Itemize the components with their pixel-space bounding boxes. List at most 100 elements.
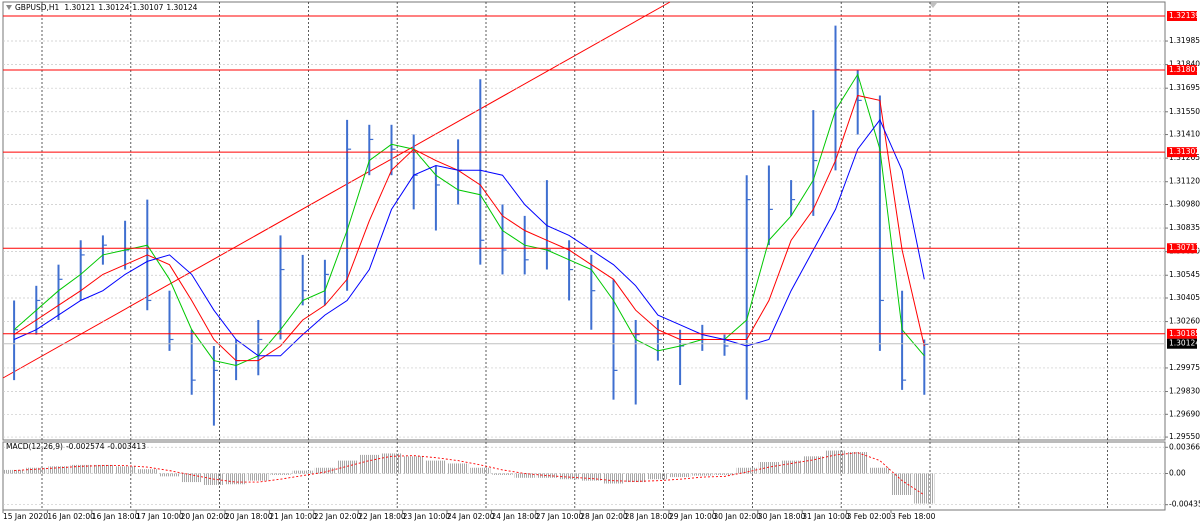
shift-marker [929,3,937,8]
x-tick-label: 21 Jan 10:00 [269,512,317,521]
x-tick-label: 27 Jan 10:00 [536,512,584,521]
y-tick-label: 0.003662 [1169,442,1200,451]
y-tick-label: 0.00 [1169,468,1186,477]
level-label: 1.31302 [1169,147,1200,156]
macd-histogram-bar [292,470,313,474]
y-tick-label: 1.31265 [1169,153,1200,162]
macd-panel-frame [2,441,1166,511]
level-label: 1.31807 [1169,65,1200,74]
macd-histogram-bar [847,452,868,474]
macd-histogram-bar [314,467,335,474]
macd-histogram-bar [70,464,91,474]
y-tick-label: 1.29550 [1169,432,1200,441]
macd-histogram-bar [536,473,557,478]
level-label-box [1167,10,1197,21]
macd-histogram-bar [270,473,291,475]
macd-histogram-bar [448,463,469,474]
macd-histogram-bar [403,456,424,474]
chart-header: GBPUSD,H1 1.30121 1.30124 1.30107 1.30124 [15,3,198,12]
moving-average [13,94,925,362]
macd-histogram-bar [559,473,580,480]
y-tick-label: 1.31120 [1169,177,1200,186]
y-tick-label: 1.29975 [1169,363,1200,372]
macd-histogram-bar [4,469,25,474]
x-tick-label: 3 Feb 02:00 [847,512,892,521]
macd-histogram-bar [359,454,380,474]
macd-histogram-bar [603,473,624,484]
macd-histogram-bar [736,467,757,474]
quote-low: 1.30107 [132,3,163,12]
y-tick-label: 1.31695 [1169,83,1200,92]
macd-histogram-bar [692,473,713,476]
macd-signal-line [14,452,925,496]
x-tick-label: 31 Jan 10:00 [802,512,850,521]
macd-histogram-bar [647,473,668,480]
y-tick-label: 1.30405 [1169,293,1200,302]
macd-histogram-bar [48,466,69,474]
x-tick-label: 20 Jan 18:00 [225,512,273,521]
x-tick-label: 20 Jan 02:00 [181,512,229,521]
macd-histogram-bar [115,466,136,474]
level-label-box [1167,328,1197,339]
current-price-label: 1.30124 [1169,339,1200,348]
x-tick-label: 30 Jan 02:00 [713,512,761,521]
macd-histogram-bar [914,473,935,504]
level-label-box [1167,64,1197,75]
macd-histogram-bar [226,473,247,485]
macd-main-value: -0.002574 [66,442,105,451]
symbol-icon [6,5,12,10]
macd-histogram-bar [248,473,269,481]
macd-histogram-bar [337,460,358,474]
x-tick-label: 30 Jan 18:00 [758,512,806,521]
y-tick-label: 1.31410 [1169,130,1200,139]
quote-close: 1.30124 [166,3,197,12]
macd-histogram-bar [758,462,779,474]
macd-histogram-bar [581,473,602,481]
macd-histogram-bar [492,473,513,475]
x-tick-label: 28 Jan 02:00 [580,512,628,521]
x-tick-label: 16 Jan 18:00 [92,512,140,521]
x-tick-label: 24 Jan 18:00 [491,512,539,521]
quote-high: 1.30124 [98,3,129,12]
y-tick-label: 1.30835 [1169,223,1200,232]
x-tick-label: 15 Jan 2020 [3,512,48,521]
macd-histogram-bar [92,464,113,474]
x-tick-label: 22 Jan 02:00 [314,512,362,521]
macd-histogram-bar [159,473,180,477]
y-tick-label: 1.30980 [1169,199,1200,208]
macd-header: MACD(12,26,9) -0.002574 -0.003413 [6,442,146,451]
macd-histogram-bar [781,460,802,474]
x-tick-label: 3 Feb 18:00 [891,512,936,521]
macd-histogram-bar [670,473,691,478]
quote-open: 1.30121 [64,3,95,12]
moving-average [13,118,925,357]
level-label: 1.30711 [1169,243,1200,252]
x-tick-label: 29 Jan 10:00 [669,512,717,521]
macd-histogram-bar [625,473,646,483]
trend-line [2,1,671,379]
level-label: 1.30185 [1169,329,1200,338]
x-tick-label: 16 Jan 02:00 [47,512,95,521]
level-label-box [1167,147,1197,158]
macd-histogram-bar [181,473,202,483]
x-tick-label: 17 Jan 10:00 [136,512,184,521]
symbol: GBPUSD,H1 [15,3,60,12]
y-tick-label: 1.29830 [1169,387,1200,396]
x-tick-label: 28 Jan 18:00 [625,512,673,521]
macd-histogram-bar [714,473,735,475]
y-tick-label: 1.30545 [1169,270,1200,279]
macd-histogram-bar [425,460,446,474]
y-tick-label: 1.31985 [1169,36,1200,45]
macd-title: MACD(12,26,9) [6,442,63,451]
moving-average [13,73,925,367]
level-label-box [1167,243,1197,254]
x-tick-label: 23 Jan 10:00 [403,512,451,521]
current-price-box [1167,338,1197,349]
x-tick-label: 22 Jan 18:00 [358,512,406,521]
main-panel-frame [2,1,1166,441]
y-tick-label: 1.31840 [1169,60,1200,69]
macd-signal-value: -0.003413 [107,442,146,451]
